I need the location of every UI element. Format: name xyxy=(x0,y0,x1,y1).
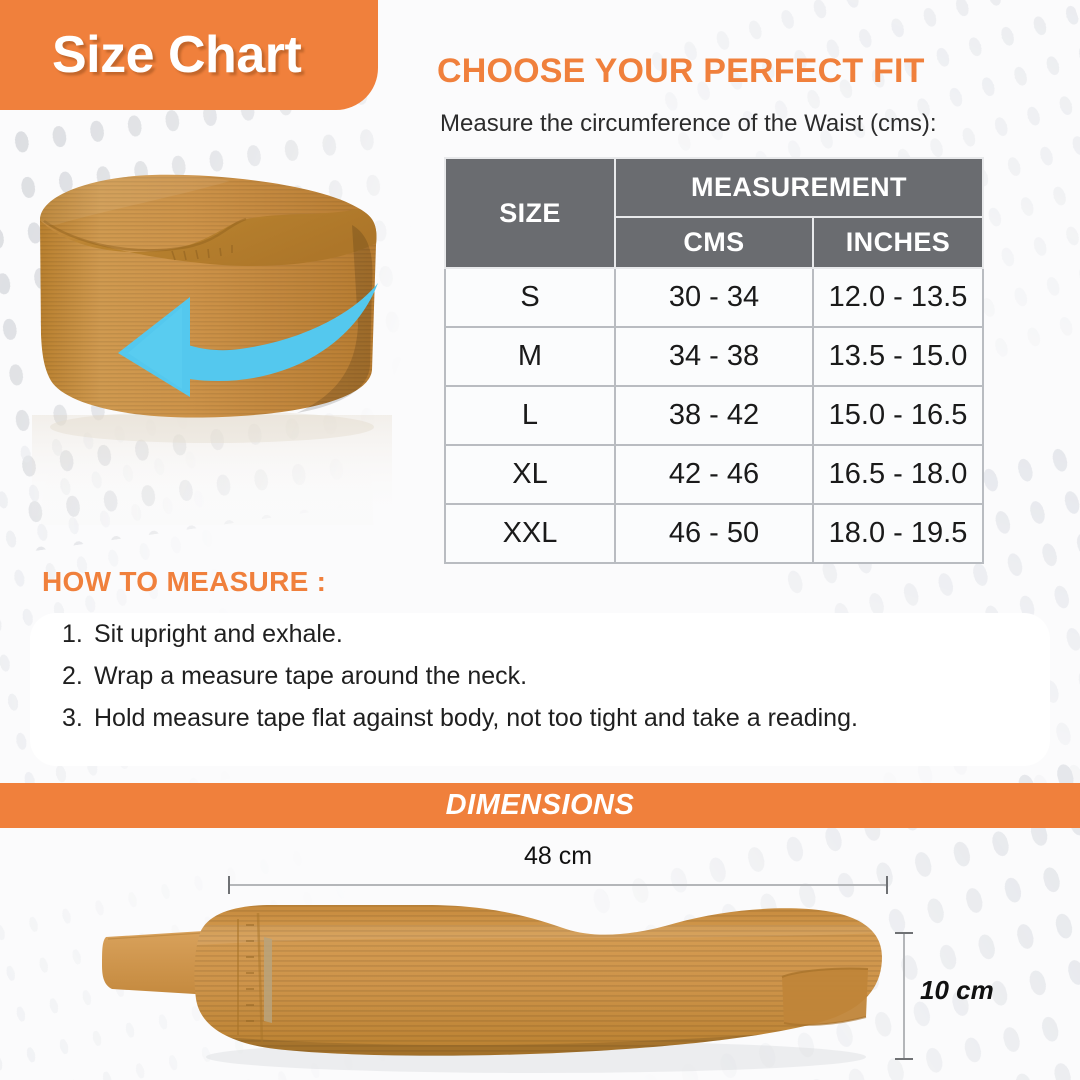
cell-size: L xyxy=(444,385,616,446)
width-dimension-label: 48 cm xyxy=(523,842,593,870)
how-to-measure-list: 1. Sit upright and exhale. 2. Wrap a mea… xyxy=(62,622,1022,748)
step-text: Wrap a measure tape around the neck. xyxy=(94,662,528,690)
column-header-cms: CMS xyxy=(614,216,814,269)
table-head: SIZE MEASUREMENT CMS INCHES xyxy=(444,157,984,269)
column-header-size: SIZE xyxy=(444,157,616,269)
step-text: Sit upright and exhale. xyxy=(94,620,343,648)
list-item: 2. Wrap a measure tape around the neck. xyxy=(62,664,1022,689)
dimensions-title: DIMENSIONS xyxy=(445,789,635,821)
step-number: 3. xyxy=(62,704,83,732)
step-text: Hold measure tape flat against body, not… xyxy=(94,704,858,732)
table-row: S 30 - 34 12.0 - 13.5 xyxy=(444,267,984,328)
cell-inches: 18.0 - 19.5 xyxy=(812,503,984,564)
how-to-measure-title: HOW TO MEASURE : xyxy=(42,566,327,597)
cell-size: XL xyxy=(444,444,616,505)
cell-size: M xyxy=(444,326,616,387)
height-dimension-line xyxy=(895,932,913,1060)
list-item: 1. Sit upright and exhale. xyxy=(62,622,1022,647)
table-row: M 34 - 38 13.5 - 15.0 xyxy=(444,326,984,387)
cell-inches: 16.5 - 18.0 xyxy=(812,444,984,505)
table-row: L 38 - 42 15.0 - 16.5 xyxy=(444,385,984,446)
title-banner: Size Chart xyxy=(0,0,378,110)
cell-inches: 12.0 - 13.5 xyxy=(812,267,984,328)
table-row: XL 42 - 46 16.5 - 18.0 xyxy=(444,444,984,505)
page-title: Size Chart xyxy=(52,26,302,84)
width-dimension-line xyxy=(228,876,888,894)
cell-cms: 46 - 50 xyxy=(614,503,814,564)
cell-cms: 38 - 42 xyxy=(614,385,814,446)
size-table: SIZE MEASUREMENT CMS INCHES S 30 - 34 12… xyxy=(444,157,984,564)
table-body: S 30 - 34 12.0 - 13.5 M 34 - 38 13.5 - 1… xyxy=(444,267,984,564)
table-row: XXL 46 - 50 18.0 - 19.5 xyxy=(444,503,984,564)
list-item: 3. Hold measure tape flat against body, … xyxy=(62,706,1022,731)
step-number: 1. xyxy=(62,620,83,648)
cell-cms: 34 - 38 xyxy=(614,326,814,387)
cell-cms: 30 - 34 xyxy=(614,267,814,328)
dimensions-banner: DIMENSIONS xyxy=(0,783,1080,828)
subheadline: Measure the circumference of the Waist (… xyxy=(440,110,937,137)
cell-inches: 13.5 - 15.0 xyxy=(812,326,984,387)
table-header-row-1: SIZE MEASUREMENT xyxy=(444,157,984,269)
headline: CHOOSE YOUR PERFECT FIT xyxy=(437,52,925,90)
cervical-collar-icon xyxy=(32,174,392,525)
cell-size: S xyxy=(444,267,616,328)
cell-cms: 42 - 46 xyxy=(614,444,814,505)
height-dimension-label: 10 cm xyxy=(920,975,994,1005)
column-header-measurement: MEASUREMENT xyxy=(614,157,984,218)
column-header-inches: INCHES xyxy=(812,216,984,269)
cell-size: XXL xyxy=(444,503,616,564)
step-number: 2. xyxy=(62,662,83,690)
cervical-collar-flat-icon xyxy=(102,905,883,1073)
cell-inches: 15.0 - 16.5 xyxy=(812,385,984,446)
